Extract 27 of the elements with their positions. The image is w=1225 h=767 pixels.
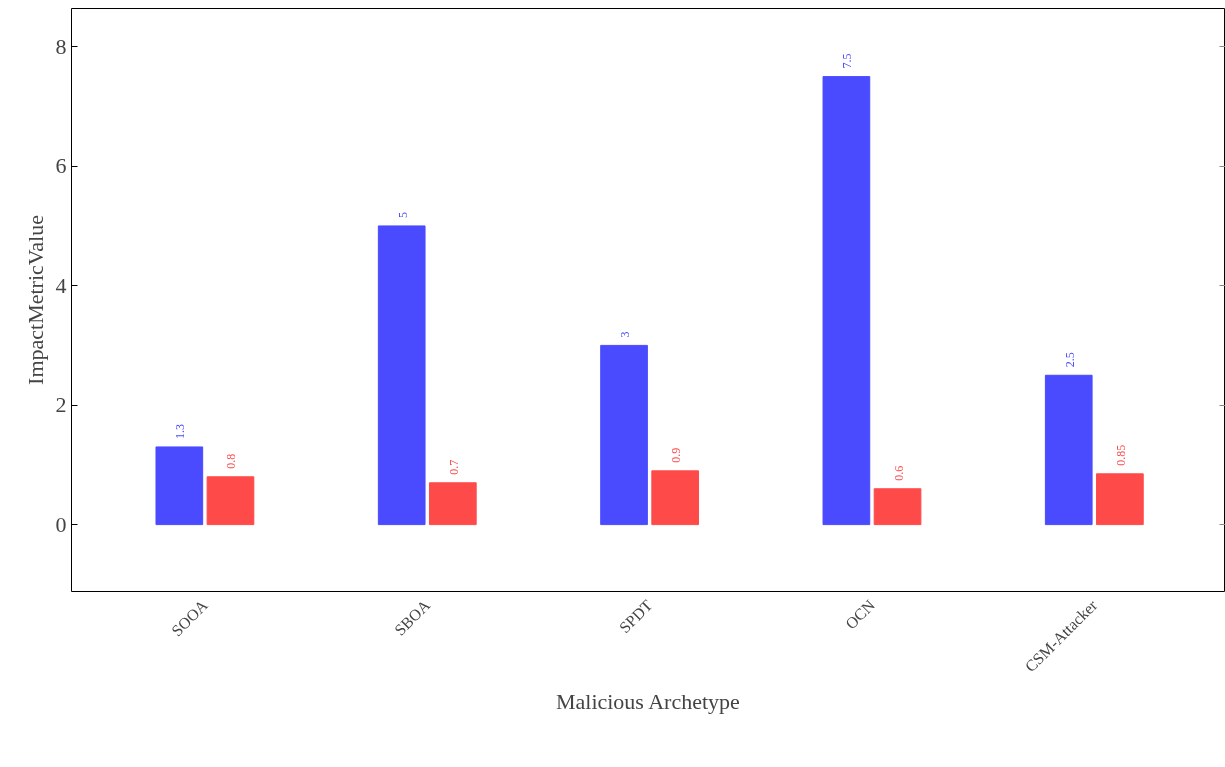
- y-axis-title: ImpactMetricValue: [22, 215, 48, 385]
- bar: [873, 488, 922, 526]
- y-tick-label: 8: [55, 33, 67, 59]
- y-tick-label: 2: [55, 392, 67, 418]
- bar: [600, 344, 648, 526]
- data-label: 5: [395, 211, 410, 218]
- bar: [428, 482, 477, 526]
- data-label: 7.5: [840, 53, 855, 69]
- data-label: 1.3: [173, 423, 188, 439]
- bar: [1044, 374, 1093, 526]
- bar: [651, 470, 700, 526]
- bar: [206, 476, 255, 526]
- data-label: 0.85: [1113, 444, 1128, 466]
- data-label: 0.6: [891, 465, 906, 481]
- data-label: 2.5: [1062, 352, 1077, 368]
- data-label: 3: [618, 331, 633, 338]
- data-label: 0.7: [446, 459, 461, 475]
- y-tick-label: 0: [55, 511, 67, 537]
- data-label: 0.9: [669, 447, 684, 463]
- data-label: 0.8: [224, 453, 239, 469]
- bar: [155, 446, 204, 526]
- x-axis-title: Malicious Archetype: [555, 689, 740, 715]
- y-tick-label: 4: [55, 272, 67, 298]
- y-tick-label: 6: [55, 153, 67, 179]
- bar: [377, 225, 426, 526]
- bar: [1096, 473, 1144, 526]
- bar: [822, 76, 871, 526]
